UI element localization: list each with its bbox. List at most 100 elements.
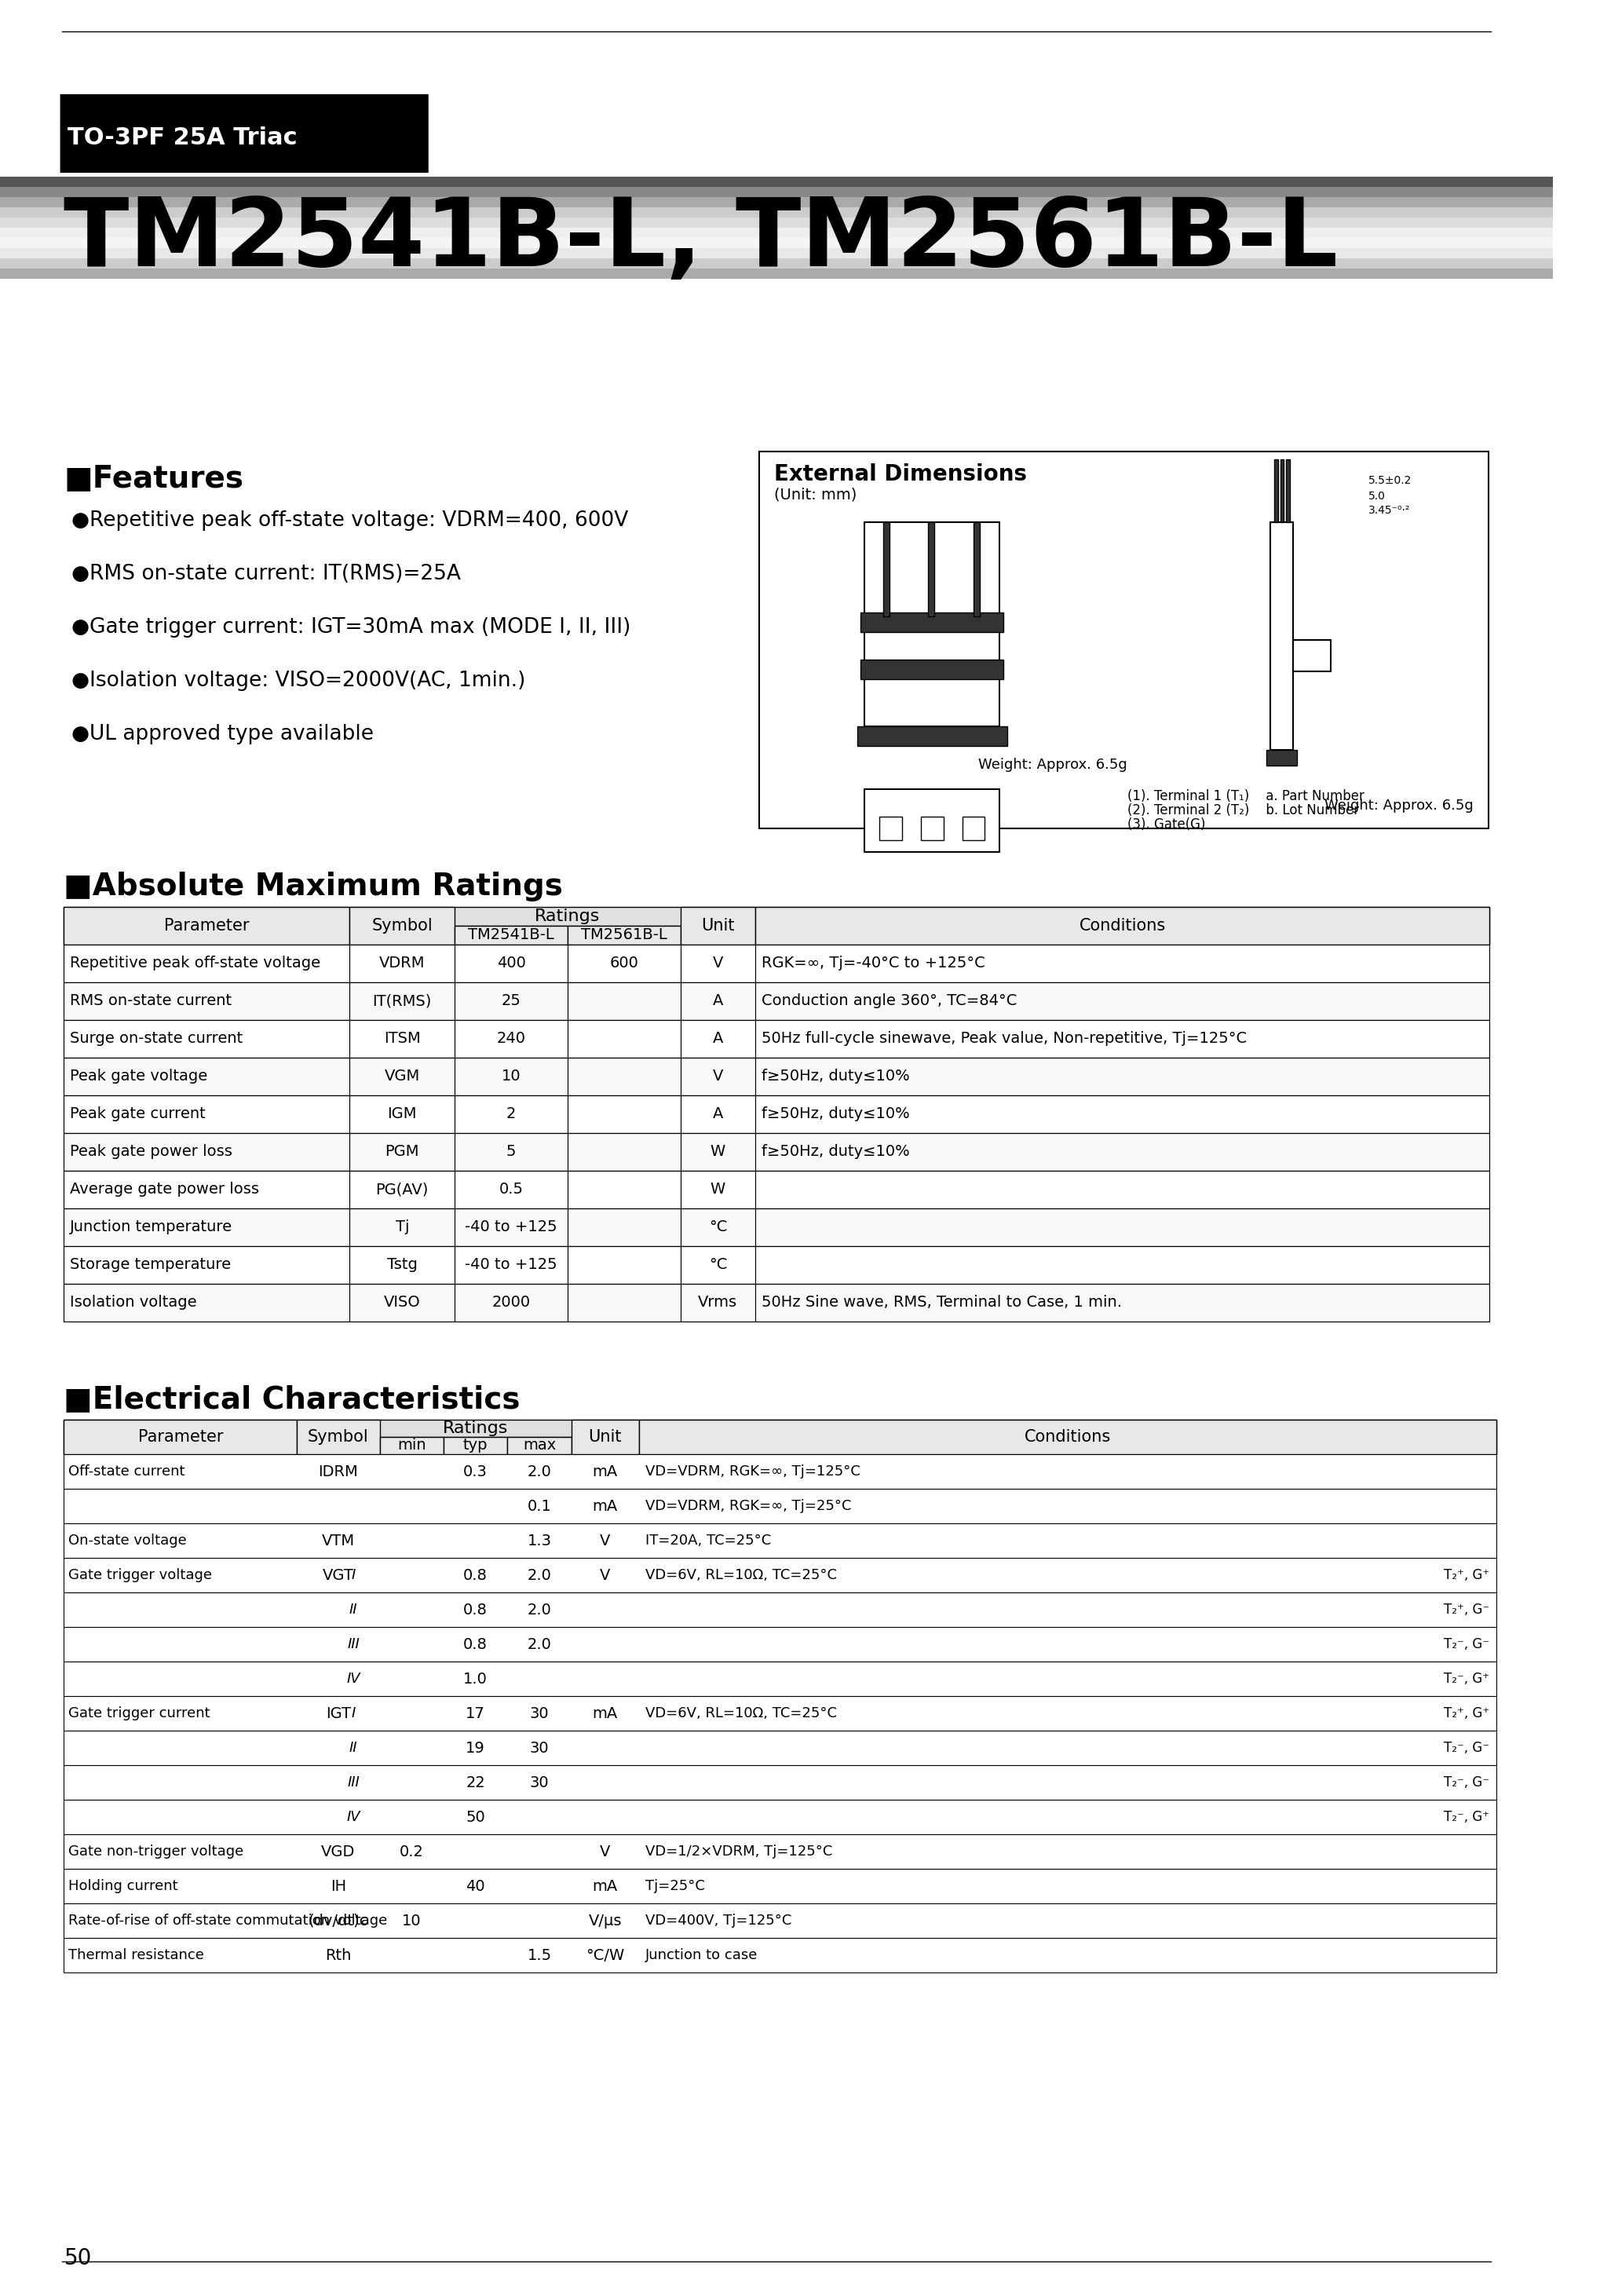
Text: 2.0: 2.0	[527, 1603, 551, 1616]
Bar	[568, 925, 680, 944]
Bar	[1286, 459, 1289, 521]
Text: W: W	[710, 1182, 725, 1196]
Bar	[350, 1283, 454, 1322]
Text: 50: 50	[466, 1809, 485, 1825]
Text: External Dimensions: External Dimensions	[774, 464, 1027, 484]
Bar	[756, 983, 1489, 1019]
Text: Junction to case: Junction to case	[646, 1947, 757, 1963]
Text: V: V	[712, 955, 723, 971]
Bar	[63, 1419, 1497, 1453]
Text: III: III	[347, 1637, 360, 1651]
Text: V: V	[600, 1844, 610, 1860]
Text: Thermal resistance: Thermal resistance	[68, 1947, 204, 1963]
Text: Parameter: Parameter	[164, 918, 250, 934]
Bar	[568, 1283, 680, 1322]
Bar	[63, 907, 1489, 944]
Text: IT=20A, TC=25°C: IT=20A, TC=25°C	[646, 1534, 770, 1548]
Bar	[454, 983, 568, 1019]
Bar	[756, 1283, 1489, 1322]
Bar	[380, 1437, 571, 1453]
Text: Parameter: Parameter	[138, 1428, 222, 1444]
Bar	[63, 1938, 1497, 1972]
Bar	[1280, 459, 1285, 521]
Text: TM2541B-L: TM2541B-L	[469, 928, 555, 944]
Bar	[63, 1662, 1497, 1697]
Bar	[861, 659, 1004, 680]
Text: mA: mA	[592, 1499, 618, 1513]
Text: VD=VDRM, RGK=∞, Tj=125°C: VD=VDRM, RGK=∞, Tj=125°C	[646, 1465, 860, 1479]
Bar	[680, 1019, 756, 1058]
Text: TM2561B-L: TM2561B-L	[581, 928, 667, 944]
Text: 22: 22	[466, 1775, 485, 1791]
Bar	[454, 925, 680, 944]
Text: V: V	[600, 1568, 610, 1582]
Text: III: III	[347, 1775, 360, 1789]
Bar	[680, 944, 756, 983]
Text: V: V	[600, 1534, 610, 1548]
Bar	[568, 1095, 680, 1134]
Text: ●UL approved type available: ●UL approved type available	[71, 723, 373, 744]
Text: IT(RMS): IT(RMS)	[373, 994, 431, 1008]
Text: Conditions: Conditions	[1025, 1428, 1111, 1444]
Text: 0.8: 0.8	[464, 1603, 488, 1616]
Bar	[63, 1283, 1489, 1322]
Bar	[0, 239, 1552, 248]
Text: 0.8: 0.8	[464, 1568, 488, 1582]
Bar	[350, 1019, 454, 1058]
Bar	[454, 1058, 568, 1095]
Bar	[962, 817, 985, 840]
Text: Symbol: Symbol	[371, 918, 433, 934]
Bar	[680, 1283, 756, 1322]
Bar	[63, 1766, 1497, 1800]
Text: VD=VDRM, RGK=∞, Tj=25°C: VD=VDRM, RGK=∞, Tj=25°C	[646, 1499, 852, 1513]
Text: mA: mA	[592, 1706, 618, 1720]
Bar	[63, 1058, 350, 1095]
Text: Average gate power loss: Average gate power loss	[70, 1182, 260, 1196]
Text: Weight: Approx. 6.5g: Weight: Approx. 6.5g	[978, 758, 1127, 771]
Bar	[63, 1869, 1497, 1903]
Text: Unit: Unit	[701, 918, 735, 934]
Bar	[928, 521, 934, 615]
Text: (3). Gate(G): (3). Gate(G)	[1127, 817, 1205, 831]
Text: ■Electrical Characteristics: ■Electrical Characteristics	[63, 1384, 521, 1414]
Bar	[63, 1171, 1489, 1208]
Text: 400: 400	[496, 955, 526, 971]
Bar	[568, 983, 680, 1019]
Text: Isolation voltage: Isolation voltage	[70, 1295, 196, 1311]
Bar	[454, 1095, 568, 1134]
Text: Tstg: Tstg	[388, 1258, 417, 1272]
Text: f≥50Hz, duty≤10%: f≥50Hz, duty≤10%	[761, 1107, 910, 1123]
Bar	[568, 1058, 680, 1095]
Bar	[856, 726, 1007, 746]
Bar	[63, 1800, 1497, 1835]
Text: °C: °C	[709, 1219, 727, 1235]
Text: 0.8: 0.8	[464, 1637, 488, 1651]
Text: 5.5±0.2: 5.5±0.2	[1367, 475, 1411, 487]
Bar	[680, 1171, 756, 1208]
Bar	[63, 1247, 1489, 1283]
Bar	[756, 1247, 1489, 1283]
Bar	[680, 1134, 756, 1171]
Bar	[63, 1731, 1497, 1766]
Text: TM2541B-L, TM2561B-L: TM2541B-L, TM2561B-L	[63, 193, 1338, 285]
Text: 30: 30	[530, 1706, 548, 1720]
Bar	[568, 1134, 680, 1171]
Bar	[639, 1419, 1497, 1453]
Text: 3.45⁻⁰⋅²: 3.45⁻⁰⋅²	[1367, 505, 1410, 517]
Bar	[680, 907, 756, 944]
Bar	[63, 907, 350, 944]
Text: 2: 2	[506, 1107, 516, 1123]
Text: On-state voltage: On-state voltage	[68, 1534, 187, 1548]
Text: VDRM: VDRM	[380, 955, 425, 971]
Bar	[756, 1171, 1489, 1208]
Text: -40 to +125: -40 to +125	[466, 1258, 558, 1272]
Bar	[568, 1247, 680, 1283]
Bar	[756, 1058, 1489, 1095]
Text: 50: 50	[63, 2248, 92, 2268]
Text: ●Repetitive peak off-state voltage: VDRM=400, 600V: ●Repetitive peak off-state voltage: VDRM…	[71, 510, 628, 530]
Text: Tj=25°C: Tj=25°C	[646, 1878, 704, 1894]
Bar	[454, 1134, 568, 1171]
Text: T₂⁻, G⁺: T₂⁻, G⁺	[1444, 1671, 1489, 1685]
Bar	[680, 1208, 756, 1247]
Bar	[508, 1437, 571, 1453]
